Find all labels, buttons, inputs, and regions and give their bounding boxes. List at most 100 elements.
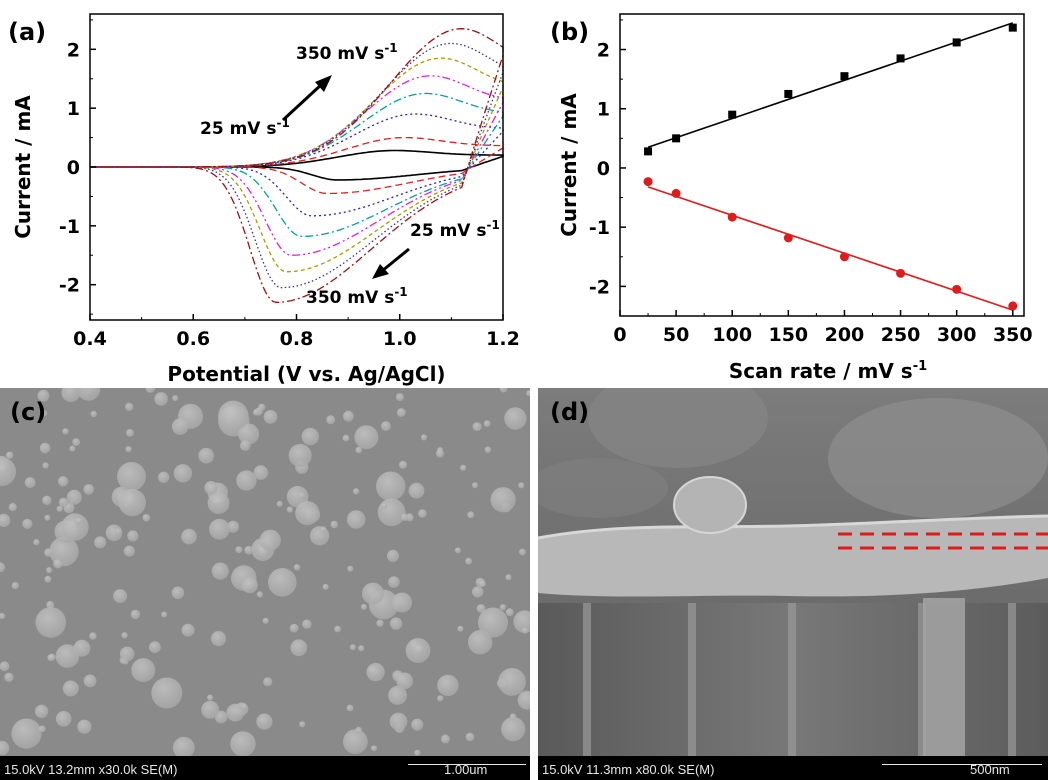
sem-particle — [355, 446, 363, 454]
sem-particle — [53, 559, 63, 569]
sem-particle — [131, 658, 156, 683]
sem-particle — [113, 589, 128, 604]
sem-particle — [298, 492, 305, 499]
sem-d-scale-ticks — [882, 758, 1042, 765]
cv-curve-300 — [90, 42, 504, 289]
sem-particle — [388, 576, 400, 588]
sem-particle — [352, 488, 360, 495]
sem-particle — [0, 562, 6, 573]
sem-particle — [405, 638, 431, 663]
svg-text:25 mV s-1: 25 mV s-1 — [410, 218, 500, 241]
sem-particle — [322, 583, 329, 590]
sem-particle — [484, 446, 492, 453]
sem-d-info: 15.0kV 11.3mm x80.0k SE(M) — [542, 762, 715, 777]
sem-particle — [230, 731, 256, 757]
sem-particle — [207, 492, 230, 514]
annotation-bottom-text: 350 mV s — [306, 288, 394, 308]
sem-particle — [209, 518, 230, 540]
sem-particle — [346, 704, 354, 712]
sem-particle — [181, 528, 197, 545]
sem-particle — [259, 529, 281, 551]
sem-particle — [472, 422, 482, 432]
sem-particle — [334, 625, 341, 633]
sem-particle — [117, 462, 146, 491]
sem-particle — [389, 617, 403, 630]
sem-particle — [44, 575, 52, 583]
sem-particle — [39, 442, 51, 454]
sem-d-particle — [673, 476, 747, 534]
sem-particle — [83, 484, 94, 495]
sem-particle — [119, 646, 135, 662]
sem-c-scale-label: 1.00um — [444, 762, 488, 777]
sem-particle — [62, 680, 79, 697]
chart-a-ytick-label: -1 — [59, 216, 80, 238]
sem-particle — [467, 511, 475, 519]
sem-particle — [460, 464, 467, 471]
panel-a: (a) 0.4 0.6 0.8 1.0 1.2 -2 -1 0 1 2 Potential (V v… — [0, 0, 520, 390]
sem-particle — [34, 704, 49, 719]
sem-particle — [61, 513, 89, 541]
sem-particle — [293, 564, 301, 571]
data-point-anodic — [896, 54, 905, 63]
sem-particle — [253, 465, 269, 480]
data-point-anodic — [784, 89, 793, 98]
sem-particle — [505, 608, 514, 617]
cv-curve-25 — [90, 149, 504, 181]
sem-particle — [218, 400, 249, 431]
sem-particle — [437, 674, 459, 697]
panel-a-label: (a) — [8, 18, 46, 46]
sem-particle — [142, 514, 151, 522]
sem-particle — [46, 601, 55, 609]
sem-particle — [513, 610, 530, 633]
annotation-bottom-sup: -1 — [394, 285, 407, 299]
cv-curve-100 — [90, 113, 504, 217]
sem-particle — [244, 545, 253, 555]
chart-b-frame — [619, 13, 1025, 317]
sem-particle — [472, 482, 478, 489]
sem-particle — [346, 510, 366, 529]
chart-a-cv: (a) 0.4 0.6 0.8 1.0 1.2 -2 -1 0 1 2 Potential (V v… — [8, 13, 520, 386]
sem-particle — [256, 591, 263, 598]
sem-particle — [330, 520, 338, 529]
chart-b-ytick-label: -1 — [589, 217, 610, 239]
sem-particle — [55, 644, 80, 668]
sem-particle — [235, 546, 243, 554]
chart-b-ytick-label: 1 — [597, 99, 610, 121]
sem-particle — [149, 641, 161, 654]
sem-particle — [326, 415, 336, 425]
sem-particle — [145, 388, 156, 393]
sem-particle — [77, 388, 101, 401]
panel-c-sem-image: (c) 15.0kV 13.2mm x30.0k SE(M) 1.00um — [0, 388, 530, 780]
chart-b-ytick-label: -2 — [589, 276, 610, 298]
sem-particle — [526, 390, 530, 397]
fit-line-anodic — [647, 22, 1014, 148]
sem-particle — [66, 489, 82, 505]
sem-particle — [40, 410, 48, 417]
sem-particle — [83, 674, 97, 688]
arrow-down — [372, 247, 410, 279]
sem-particle — [58, 497, 69, 507]
sem-particle — [420, 434, 428, 441]
data-point-anodic — [672, 134, 681, 143]
sem-particle — [130, 609, 141, 620]
panel-d-label: (d) — [550, 398, 590, 426]
sem-particle — [483, 420, 491, 427]
sem-particle — [38, 725, 46, 733]
fit-line-cathodic — [647, 186, 1014, 311]
sem-particle — [381, 421, 391, 431]
sem-particle — [0, 612, 6, 620]
sem-particle — [252, 409, 260, 416]
sem-particle — [358, 645, 365, 652]
sem-particle — [476, 604, 486, 613]
sem-c-particles — [0, 388, 530, 759]
sem-particle — [204, 481, 218, 495]
sem-particle — [343, 410, 354, 422]
sem-particle — [343, 729, 368, 754]
sem-particle — [414, 749, 421, 756]
sem-d-pillar — [923, 598, 965, 756]
annotation-mid: 25 mV s-1 — [200, 116, 290, 139]
sem-particle — [42, 495, 52, 505]
sem-particle — [478, 607, 508, 638]
chart-a-xtick-label: 1.2 — [486, 328, 520, 350]
sem-particle — [181, 623, 195, 637]
